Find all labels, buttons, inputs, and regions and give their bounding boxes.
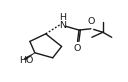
Text: HO: HO xyxy=(19,56,34,65)
Text: H: H xyxy=(59,13,66,22)
Text: O: O xyxy=(88,17,95,26)
Polygon shape xyxy=(24,53,35,60)
Text: N: N xyxy=(59,21,66,30)
Text: O: O xyxy=(73,44,81,53)
